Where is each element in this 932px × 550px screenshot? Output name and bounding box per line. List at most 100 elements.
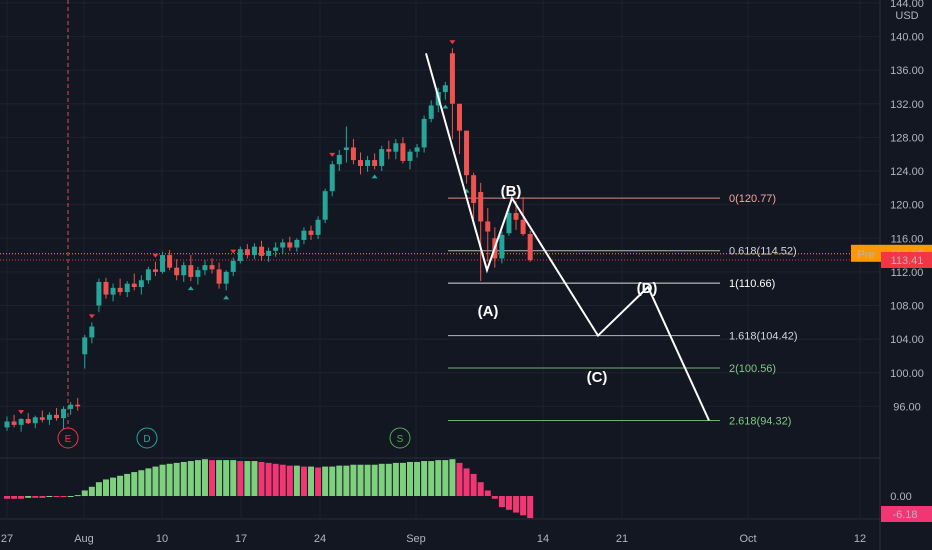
fib-level-label: 0.618(114.52) xyxy=(729,246,797,258)
time-axis[interactable]: 27 Aug 10 17 24 Sep 14 21 Oct 12 xyxy=(1,533,866,545)
candle-body xyxy=(223,271,229,284)
oscillator-bar xyxy=(251,461,258,496)
pivot-low-marker xyxy=(223,295,230,300)
oscillator-bar xyxy=(378,463,385,496)
candle-body xyxy=(386,149,392,152)
oscillator-value: -6.18 xyxy=(892,509,917,521)
candle-body xyxy=(230,260,236,272)
candle-body xyxy=(117,287,123,293)
oscillator-bar xyxy=(237,461,244,496)
oscillator-bar xyxy=(406,461,413,496)
oscillator-bar xyxy=(371,464,378,496)
oscillator-bar xyxy=(110,477,117,496)
price-tick-label: 96.00 xyxy=(893,401,921,413)
oscillator-bar xyxy=(180,461,187,496)
price-tick-label: 132.00 xyxy=(890,99,924,111)
oscillator-bar xyxy=(32,496,39,498)
price-tick-label: 136.00 xyxy=(890,65,924,77)
candle-body xyxy=(103,281,109,295)
oscillator-axis: 0.00 -6.18 xyxy=(881,491,932,522)
time-tick-label: 10 xyxy=(156,533,168,545)
candle-body xyxy=(513,213,519,220)
oscillator-bar xyxy=(286,465,293,496)
time-tick-label: 17 xyxy=(235,533,247,545)
oscillator-bar xyxy=(152,466,159,496)
candle-body xyxy=(110,287,116,295)
candle-body xyxy=(124,283,130,293)
candle-body xyxy=(456,103,462,131)
candlestick-series xyxy=(4,48,533,432)
oscillator-bar xyxy=(74,495,81,497)
event-letter: E xyxy=(65,434,72,445)
oscillator-bar xyxy=(315,467,322,496)
candle-body xyxy=(251,246,257,256)
candle-body xyxy=(18,418,24,425)
oscillator-bar xyxy=(4,496,10,499)
candle-body xyxy=(308,230,314,235)
candle-body xyxy=(287,242,293,248)
last-price-badge xyxy=(881,252,932,269)
time-tick-label: 14 xyxy=(537,533,549,545)
price-tick-label: 100.00 xyxy=(890,368,924,380)
fib-level-label: 1.618(104.42) xyxy=(729,331,798,343)
oscillator-bar xyxy=(527,496,534,519)
pivot-low-marker xyxy=(371,174,378,179)
oscillator-bar xyxy=(60,496,67,497)
oscillator-bar xyxy=(18,496,25,499)
oscillator-bar xyxy=(194,460,201,496)
time-tick-label: Oct xyxy=(739,533,756,545)
event-badge-e xyxy=(57,427,79,449)
fibonacci-extension[interactable]: 0(120.77) 0.618(114.52) 1(110.66) 1.618(104… xyxy=(448,193,798,427)
oscillator-bar xyxy=(244,461,251,496)
oscillator-bar xyxy=(498,496,505,508)
oscillator-bar xyxy=(421,461,428,496)
candle-body xyxy=(471,175,477,203)
pivot-high-marker xyxy=(18,410,25,415)
oscillator-bar xyxy=(343,465,350,496)
oscillator-bar xyxy=(470,473,477,496)
event-letter: S xyxy=(397,434,404,445)
oscillator-bar xyxy=(46,496,53,497)
time-tick-label: Sep xyxy=(406,533,426,545)
price-tick-label: 104.00 xyxy=(890,334,924,346)
oscillator-bar xyxy=(449,459,456,496)
oscillator-bar xyxy=(364,464,371,496)
candle-body xyxy=(89,326,95,338)
oscillator-bar xyxy=(187,461,194,496)
oscillator-bar xyxy=(159,464,166,496)
oscillator-bar xyxy=(209,460,216,496)
candle-body xyxy=(329,164,335,192)
candle-body xyxy=(358,160,363,166)
chart-grid xyxy=(0,0,880,518)
price-axis-background xyxy=(881,0,932,550)
event-letter: D xyxy=(143,434,150,445)
oscillator-bar xyxy=(350,464,357,496)
fib-level-label: 0(120.77) xyxy=(729,193,776,205)
candle-body xyxy=(414,147,420,152)
candle-body xyxy=(160,255,166,272)
oscillator-bar xyxy=(477,482,484,496)
candle-body xyxy=(280,242,286,248)
oscillator-bar xyxy=(201,459,208,496)
wave-label-0: (A) xyxy=(478,303,499,320)
candle-body xyxy=(428,105,434,119)
oscillator-bar xyxy=(230,460,237,496)
wave-path xyxy=(425,53,710,421)
candle-body xyxy=(4,421,10,428)
currency-label: USD xyxy=(895,10,918,22)
oscillator-bar xyxy=(131,472,138,496)
candle-body xyxy=(181,265,187,276)
oscillator-bar xyxy=(173,462,180,496)
candle-body xyxy=(46,414,52,420)
price-tick-label: 140.00 xyxy=(890,32,924,44)
wave-label-2: (C) xyxy=(587,369,608,386)
candle-body xyxy=(61,408,67,419)
oscillator-bar xyxy=(95,482,102,496)
oscillator-bar xyxy=(484,490,491,496)
wave-label-3: (D) xyxy=(637,280,658,297)
candle-body xyxy=(379,149,385,166)
elliott-wave-drawing[interactable]: (A) (B) (C) (D) xyxy=(425,53,710,421)
